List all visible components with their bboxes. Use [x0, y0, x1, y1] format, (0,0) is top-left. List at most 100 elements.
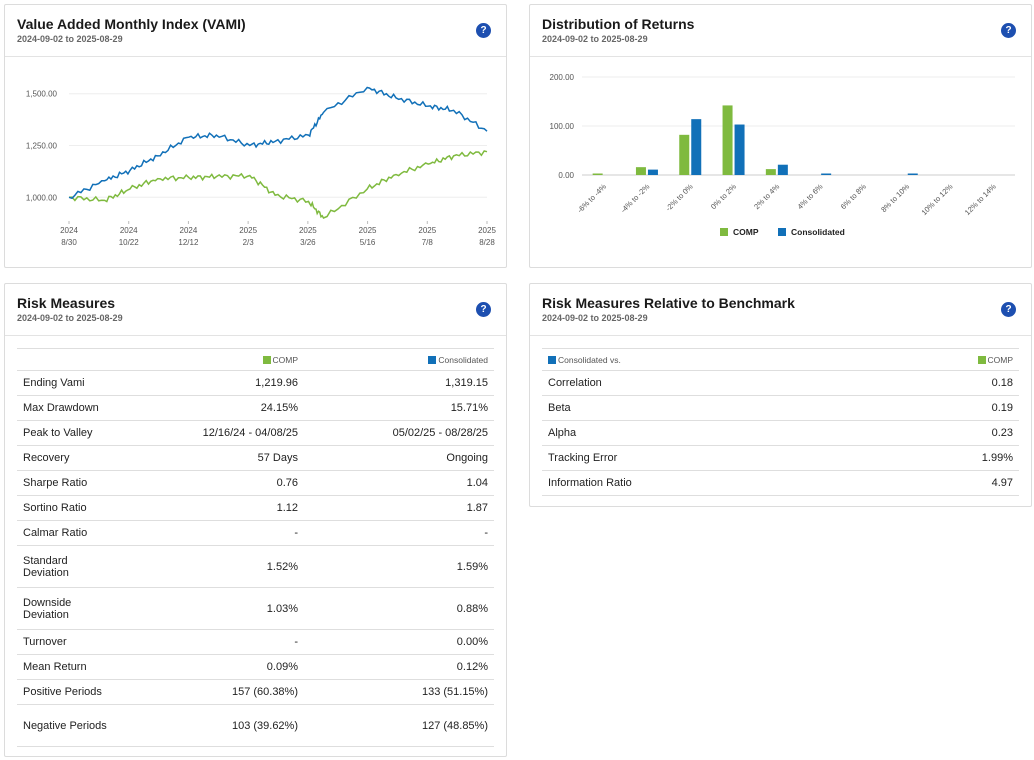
distribution-title: Distribution of Returns	[542, 16, 695, 32]
x-tick-date: 7/8	[422, 238, 434, 247]
y-tick-label: 1,250.00	[26, 142, 58, 151]
vami-line-chart: 1,500.00 1,250.00 1,000.00 2024 8/30 2024 10/2…	[26, 86, 496, 247]
row-label: Turnover	[17, 629, 117, 655]
distribution-bar-chart: 200.00 100.00 0.00-6% to -4% -4% to -2% -2% …	[550, 73, 1015, 237]
table-row: Correlation 0.18	[542, 370, 1019, 396]
x-category-label: 10% to 12%	[919, 182, 954, 217]
table-row: Ending Vami 1,219.96 1,319.15	[17, 370, 494, 396]
consolidated-swatch	[428, 355, 437, 364]
header-comp-label: COMP	[987, 354, 1014, 365]
row-comp-value: -	[117, 520, 304, 546]
x-tick-year: 2024	[60, 226, 78, 235]
vami-header: Value Added Monthly Index (VAMI) 2024-09…	[5, 5, 506, 57]
consolidated-swatch	[548, 355, 556, 364]
row-value: 0.23	[782, 420, 1019, 446]
row-comp-value: 1,219.96	[117, 370, 304, 396]
x-tick-date: 5/16	[360, 238, 376, 247]
table-row: Calmar Ratio - -	[17, 520, 494, 546]
x-category-label: 0% to 2%	[709, 182, 738, 211]
header-consolidated: Consolidated	[304, 348, 494, 371]
y-tick-label: 1,000.00	[26, 193, 58, 202]
row-label: Downside Deviation	[17, 587, 117, 630]
x-tick-date: 10/22	[119, 238, 140, 247]
row-label: Tracking Error	[542, 445, 782, 471]
bar-consolidated	[821, 173, 832, 175]
bar-comp	[765, 169, 776, 175]
row-consolidated-value: 15.71%	[304, 395, 494, 421]
row-label: Negative Periods	[17, 704, 117, 747]
risk-table: COMP Consolidated Ending Vami 1,219.96 1,3…	[17, 348, 494, 747]
help-icon[interactable]: ?	[1001, 302, 1016, 317]
bar-consolidated	[907, 173, 918, 175]
row-consolidated-value: 05/02/25 - 08/28/25	[304, 420, 494, 446]
row-comp-value: 103 (39.62%)	[117, 704, 304, 747]
bar-comp	[679, 134, 690, 175]
x-category-label: 6% to 8%	[839, 182, 868, 211]
benchmark-table-header: Consolidated vs. COMP	[542, 348, 1019, 371]
x-category-label: 8% to 10%	[879, 182, 911, 214]
header-comp: COMP	[782, 348, 1019, 371]
row-comp-value: 1.12	[117, 495, 304, 521]
x-category-label: 4% to 6%	[795, 182, 824, 211]
table-row: Negative Periods 103 (39.62%) 127 (48.85%)	[17, 704, 494, 747]
row-label: Max Drawdown	[17, 395, 117, 421]
risk-measures-card: Risk Measures 2024-09-02 to 2025-08-29 ?…	[4, 283, 507, 757]
header-consolidated-vs: Consolidated vs.	[542, 348, 782, 371]
table-row: Mean Return 0.09% 0.12%	[17, 654, 494, 680]
header-comp-label: COMP	[272, 354, 299, 365]
table-row: Downside Deviation 1.03% 0.88%	[17, 587, 494, 630]
help-icon[interactable]: ?	[1001, 23, 1016, 38]
bar-comp	[635, 167, 646, 175]
row-value: 1.99%	[782, 445, 1019, 471]
x-tick-year: 2025	[359, 226, 377, 235]
x-category-label: -2% to 0%	[664, 182, 695, 213]
risk-subtitle: 2024-09-02 to 2025-08-29	[17, 313, 123, 323]
header-consolidated-label: Consolidated	[438, 354, 488, 365]
comp-swatch	[977, 355, 986, 364]
row-comp-value: 0.09%	[117, 654, 304, 680]
row-comp-value: -	[117, 629, 304, 655]
table-row: Alpha 0.23	[542, 420, 1019, 446]
distribution-header: Distribution of Returns 2024-09-02 to 20…	[530, 5, 1031, 57]
vami-subtitle: 2024-09-02 to 2025-08-29	[17, 34, 123, 44]
table-row: Standard Deviation 1.52% 1.59%	[17, 545, 494, 588]
risk-header: Risk Measures 2024-09-02 to 2025-08-29 ?	[5, 284, 506, 336]
vami-title: Value Added Monthly Index (VAMI)	[17, 16, 246, 32]
y-tick-label: 100.00	[550, 122, 575, 131]
row-comp-value: 12/16/24 - 04/08/25	[117, 420, 304, 446]
bar-comp	[722, 105, 733, 175]
table-row: Sharpe Ratio 0.76 1.04	[17, 470, 494, 496]
y-tick-label: 0.00	[558, 171, 574, 180]
help-icon[interactable]: ?	[476, 23, 491, 38]
row-comp-value: 24.15%	[117, 395, 304, 421]
benchmark-subtitle: 2024-09-02 to 2025-08-29	[542, 313, 648, 323]
row-label: Sharpe Ratio	[17, 470, 117, 496]
x-tick-year: 2025	[239, 226, 257, 235]
risk-title: Risk Measures	[17, 295, 116, 311]
x-tick-year: 2025	[418, 226, 436, 235]
risk-table-header: COMP Consolidated	[17, 348, 494, 371]
bar-consolidated	[734, 124, 745, 175]
row-label: Calmar Ratio	[17, 520, 117, 546]
row-label: Recovery	[17, 445, 117, 471]
x-tick-date: 8/28	[479, 238, 495, 247]
row-comp-value: 57 Days	[117, 445, 304, 471]
bar-consolidated	[691, 119, 702, 175]
row-consolidated-value: 133 (51.15%)	[304, 679, 494, 705]
table-row: Peak to Valley 12/16/24 - 04/08/25 05/02/2…	[17, 420, 494, 446]
header-comp: COMP	[117, 348, 304, 371]
legend-consolidated-label: Consolidated	[791, 227, 845, 237]
row-consolidated-value: 1.59%	[304, 545, 494, 588]
row-consolidated-value: 1,319.15	[304, 370, 494, 396]
row-label: Standard Deviation	[17, 545, 117, 588]
help-icon[interactable]: ?	[476, 302, 491, 317]
row-consolidated-value: 1.87	[304, 495, 494, 521]
table-row: Max Drawdown 24.15% 15.71%	[17, 395, 494, 421]
row-consolidated-value: -	[304, 520, 494, 546]
x-tick-date: 2/3	[243, 238, 255, 247]
bar-comp	[592, 173, 603, 175]
row-label: Mean Return	[17, 654, 117, 680]
comp-swatch	[262, 355, 271, 364]
row-label: Beta	[542, 395, 782, 421]
table-row: Information Ratio 4.97	[542, 470, 1019, 496]
